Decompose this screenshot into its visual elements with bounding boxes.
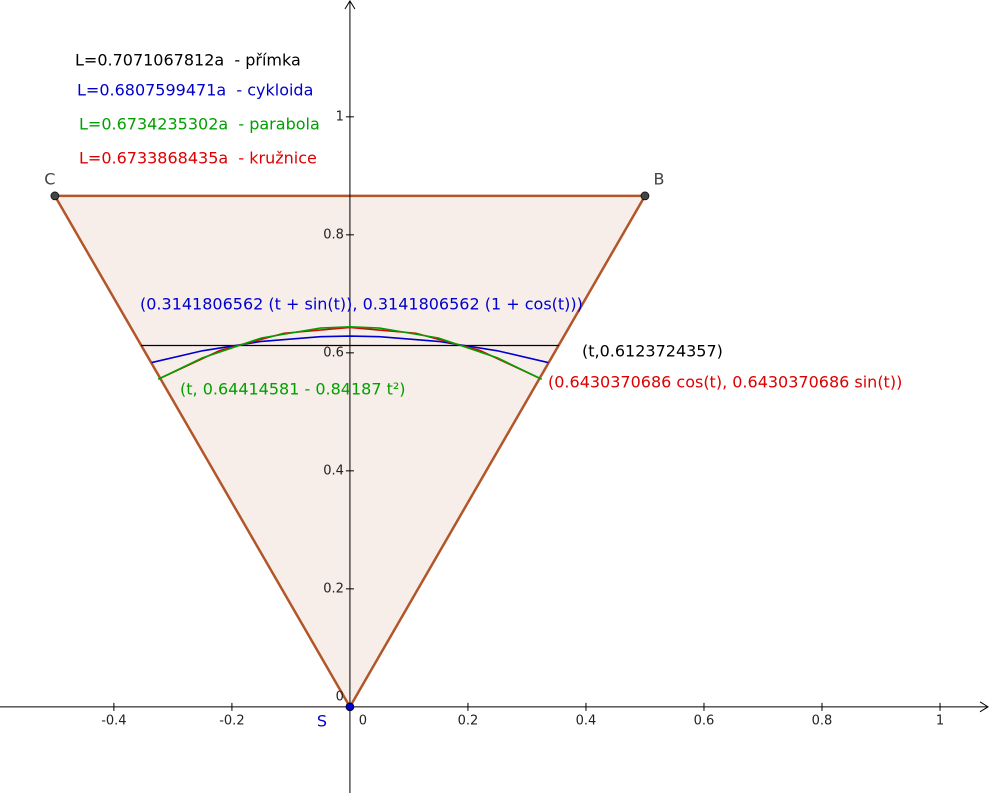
y-tick-label: 0.2: [323, 581, 344, 596]
y-tick-label: 1: [336, 109, 344, 124]
x-tick-label: 0.6: [694, 713, 715, 728]
point-label: C: [44, 169, 55, 188]
y-tick-label: 0.8: [323, 227, 344, 242]
y-tick-label: 0.6: [323, 345, 344, 360]
x-tick-label: 1: [936, 713, 944, 728]
x-tick-label: 0.2: [458, 713, 479, 728]
x-tick-label: 0: [359, 713, 367, 728]
x-tick-label: 0.4: [576, 713, 597, 728]
x-tick-label: -0.4: [101, 713, 126, 728]
length-note: L=0.6734235302a - parabola: [79, 115, 320, 134]
curve: [157, 326, 543, 380]
x-tick-label: 0.8: [812, 713, 833, 728]
curve-label: (0.3141806562 (t + sin(t)), 0.3141806562…: [140, 295, 583, 314]
curve-label: (t,0.6123724357): [582, 342, 723, 361]
y-tick-label: 0.4: [323, 463, 344, 478]
length-note: L=0.6733868435a - kružnice: [79, 149, 317, 168]
point: [640, 191, 650, 201]
point: [345, 702, 355, 712]
length-note: L=0.6807599471a - cykloida: [77, 81, 313, 100]
curve: [151, 335, 549, 364]
point: [50, 191, 60, 201]
curve-label: (0.6430370686 cos(t), 0.6430370686 sin(t…: [548, 373, 902, 392]
point-label: S: [317, 711, 327, 730]
x-tick-label: -0.2: [219, 713, 244, 728]
curve-label: (t, 0.64414581 - 0.84187 t²): [180, 380, 406, 399]
x-axis-arrow: [979, 701, 989, 713]
point-label: B: [653, 169, 664, 188]
y-tick-label: 0: [336, 689, 344, 704]
length-note: L=0.7071067812a - přímka: [75, 51, 301, 70]
y-axis-arrow: [344, 0, 356, 10]
